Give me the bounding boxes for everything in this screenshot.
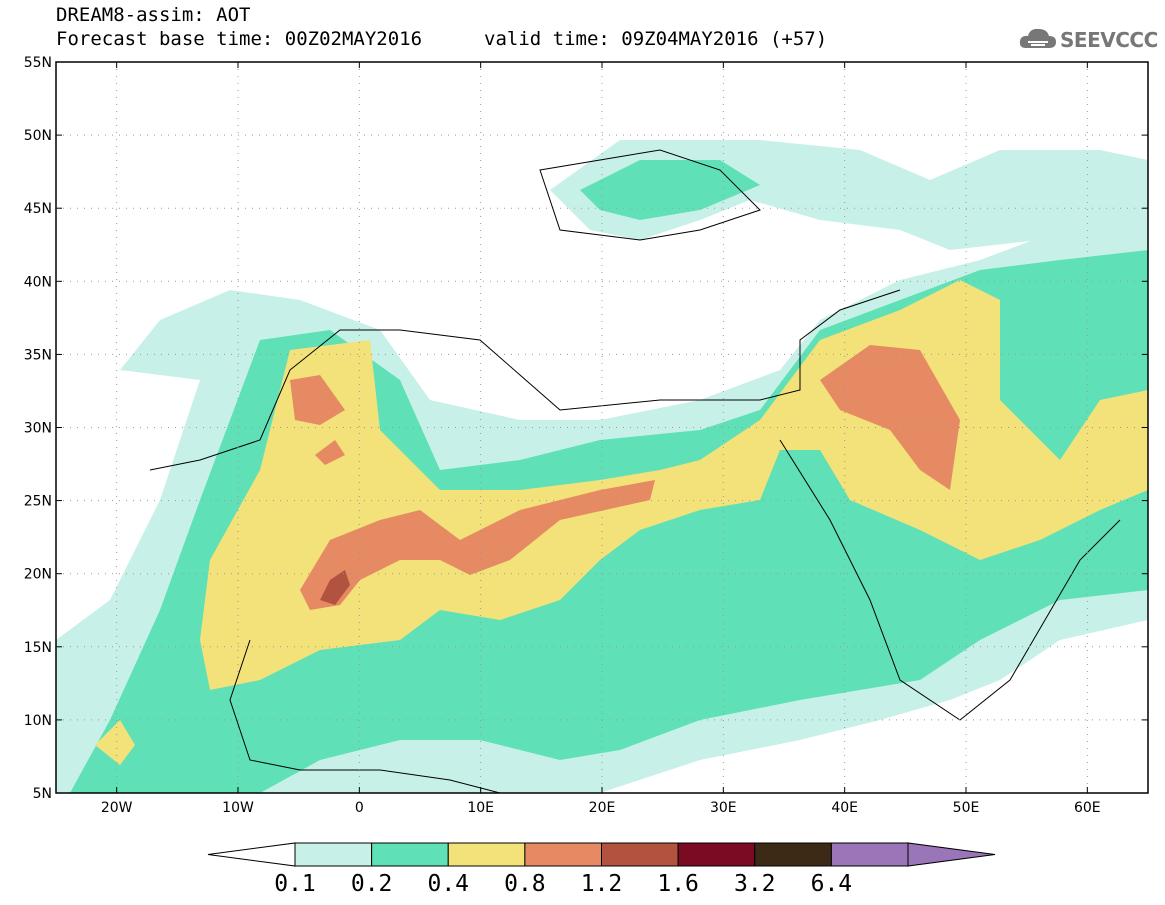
lat-label: 25N <box>24 494 52 510</box>
aot-band-0.8-d <box>820 345 960 490</box>
colorbar-segment <box>601 842 679 867</box>
coastlines <box>149 149 1121 793</box>
colorbar-under-arrow <box>207 842 296 867</box>
title-line-1: DREAM8-assim: AOT <box>56 4 251 26</box>
lat-label: 40N <box>24 274 52 290</box>
title-line-2: Forecast base time: 00Z02MAY2016 <box>56 28 423 50</box>
lat-label: 30N <box>24 421 52 437</box>
aot-band-0.2-north <box>580 160 760 220</box>
colorbar-segment <box>754 842 832 867</box>
lon-label: 10W <box>222 800 254 816</box>
valid-time-label: valid time: 09Z04MAY2016 (+57) <box>484 28 828 50</box>
aot-band-0.8-c <box>300 480 655 610</box>
lat-label: 50N <box>24 128 52 144</box>
colorbar-label: 0.1 <box>274 871 316 897</box>
lat-label: 15N <box>24 640 52 656</box>
colorbar-segment <box>447 842 526 867</box>
colorbar-segment <box>371 842 449 867</box>
colorbar-label: 0.8 <box>504 871 546 897</box>
colorbar-label: 0.4 <box>427 871 470 897</box>
colorbar-label: 1.2 <box>580 871 623 897</box>
lat-label: 35N <box>24 347 52 363</box>
lat-label: 45N <box>24 201 52 217</box>
lat-label: 10N <box>24 713 52 729</box>
colorbar-segment <box>294 842 373 867</box>
cloud-icon <box>1019 28 1056 48</box>
colorbar-label: 1.6 <box>657 871 699 897</box>
aot-band-1.2 <box>320 570 350 605</box>
colorbar-segment <box>830 842 909 867</box>
lon-label: 60E <box>1074 800 1101 816</box>
lat-label: 5N <box>33 786 52 802</box>
lat-label: 20N <box>24 567 52 583</box>
colorbar <box>207 842 996 867</box>
colorbar-label: 6.4 <box>810 871 853 897</box>
logo-text: SEEVCCC <box>1060 28 1158 52</box>
graticule <box>56 62 1148 793</box>
lon-label: 30E <box>710 800 737 816</box>
lon-label: 20W <box>101 800 133 816</box>
colorbar-over-arrow <box>907 842 996 867</box>
aot-band-0.4-south <box>95 720 135 765</box>
lon-label: 0 <box>355 800 364 816</box>
aot-band-0.8-b <box>315 440 345 465</box>
lon-label: 20E <box>589 800 616 816</box>
lon-label: 10E <box>467 800 494 816</box>
colorbar-label: 0.2 <box>350 871 393 897</box>
lon-label: 50E <box>953 800 980 816</box>
colorbar-label: 3.2 <box>733 871 776 897</box>
colorbar-segment <box>524 842 602 867</box>
lon-label: 40E <box>831 800 858 816</box>
colorbar-segment <box>677 842 756 867</box>
lat-label: 55N <box>24 55 52 71</box>
axis-ticks: 55N 50N 45N 40N 35N 30N 25N 20N 15N 10N 5N 20W 10W 0 1… <box>24 55 1148 816</box>
aot-band-0.8 <box>290 375 345 425</box>
seevccc-logo: SEEVCCC <box>1018 22 1158 56</box>
